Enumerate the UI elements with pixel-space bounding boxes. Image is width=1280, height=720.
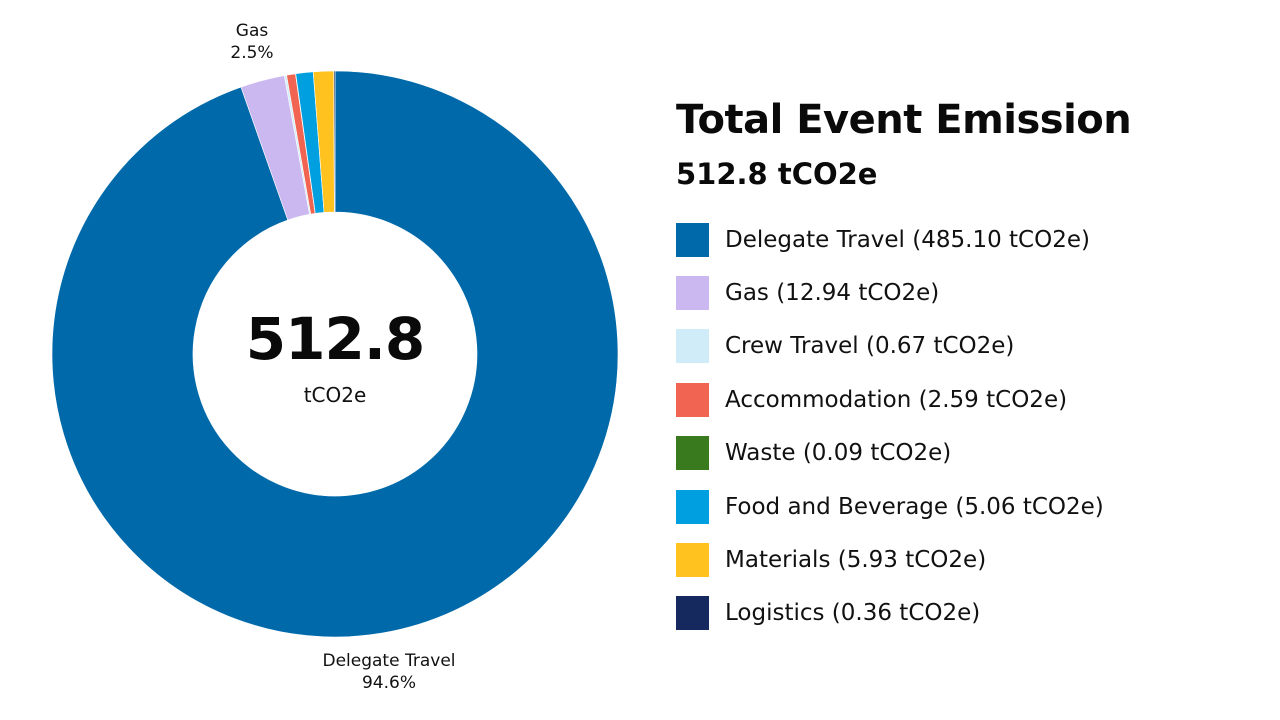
legend: Delegate Travel (485.10 tCO2e) Gas (12.9… xyxy=(676,213,1104,640)
legend-item[interactable]: Food and Beverage (5.06 tCO2e) xyxy=(676,480,1104,533)
legend-swatch xyxy=(676,382,709,417)
donut-slice-logistics[interactable] xyxy=(333,70,336,213)
legend-swatch xyxy=(676,222,709,257)
legend-label: Accommodation (2.59 tCO2e) xyxy=(725,386,1068,413)
chart-title: Total Event Emission xyxy=(676,97,1132,143)
slice-label-delegate-name: Delegate Travel xyxy=(322,651,456,671)
slice-label-gas-name: Gas xyxy=(235,21,269,41)
legend-label: Delegate Travel (485.10 tCO2e) xyxy=(725,226,1090,253)
slice-label-gas-percent: 2.5% xyxy=(230,43,274,63)
legend-swatch xyxy=(676,543,709,578)
legend-swatch xyxy=(676,436,709,471)
legend-item[interactable]: Gas (12.94 tCO2e) xyxy=(676,266,1104,319)
legend-label: Crew Travel (0.67 tCO2e) xyxy=(725,333,1015,360)
slice-label-delegate-percent: 94.6% xyxy=(361,673,417,693)
legend-label: Logistics (0.36 tCO2e) xyxy=(725,600,981,627)
legend-label: Materials (5.93 tCO2e) xyxy=(725,547,987,574)
legend-item[interactable]: Waste (0.09 tCO2e) xyxy=(676,427,1104,480)
legend-swatch xyxy=(676,276,709,311)
legend-label: Gas (12.94 tCO2e) xyxy=(725,280,940,307)
legend-swatch xyxy=(676,596,709,631)
legend-swatch xyxy=(676,489,709,524)
legend-item[interactable]: Accommodation (2.59 tCO2e) xyxy=(676,373,1104,426)
legend-swatch xyxy=(676,329,709,364)
legend-item[interactable]: Materials (5.93 tCO2e) xyxy=(676,533,1104,586)
center-total-unit: tCO2e xyxy=(303,383,367,407)
chart-subtitle-total: 512.8 tCO2e xyxy=(676,157,878,191)
legend-item[interactable]: Delegate Travel (485.10 tCO2e) xyxy=(676,213,1104,266)
donut-chart: Gas 2.5% Delegate Travel 94.6% 512.8 tCO… xyxy=(51,20,619,694)
donut-svg xyxy=(51,70,619,638)
donut-slice-delegate-travel[interactable] xyxy=(51,70,619,638)
slice-label-delegate-travel: Delegate Travel 94.6% xyxy=(322,650,455,694)
legend-item[interactable]: Crew Travel (0.67 tCO2e) xyxy=(676,320,1104,373)
legend-item[interactable]: Logistics (0.36 tCO2e) xyxy=(676,587,1104,640)
slice-label-gas: Gas 2.5% xyxy=(230,20,273,64)
legend-label: Food and Beverage (5.06 tCO2e) xyxy=(725,493,1104,520)
center-total-value: 512.8 xyxy=(245,305,425,373)
legend-label: Waste (0.09 tCO2e) xyxy=(725,440,952,467)
